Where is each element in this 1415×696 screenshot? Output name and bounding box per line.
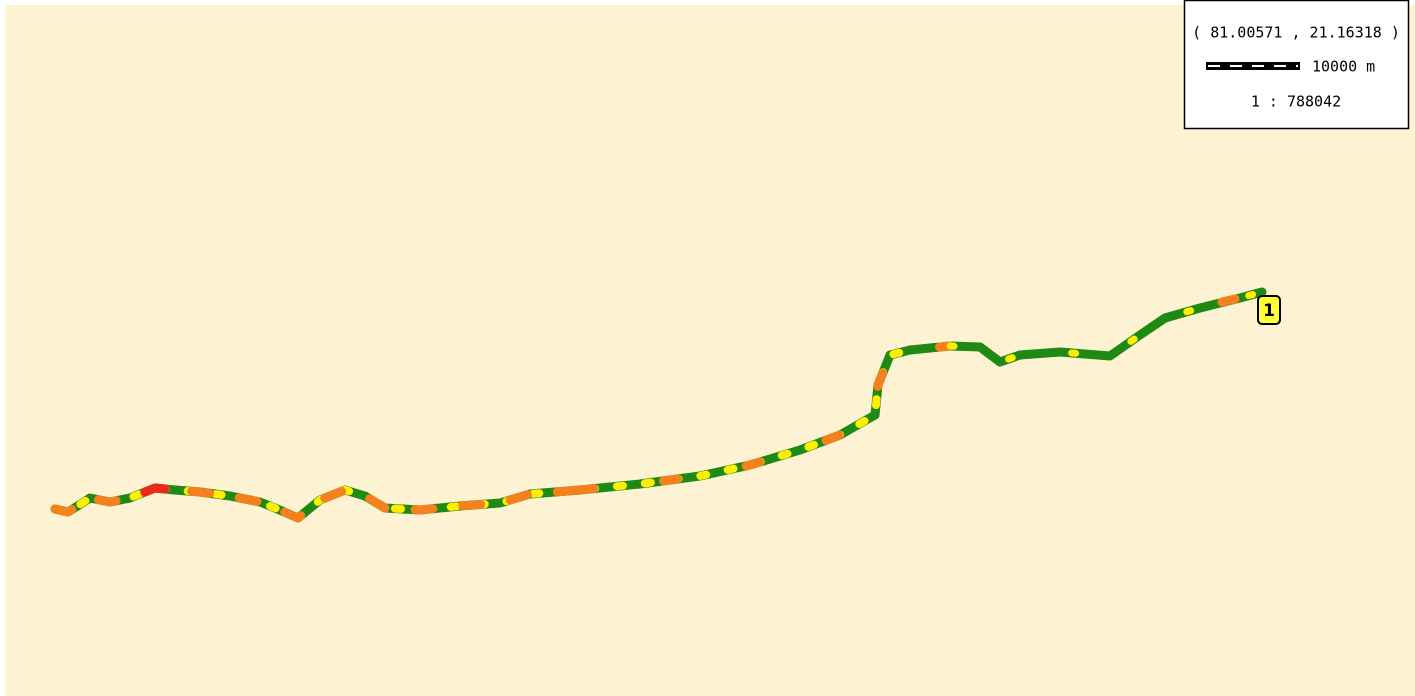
scale-ratio: 1 : 788042	[1251, 93, 1341, 111]
track	[50, 287, 1267, 523]
marker-box	[1257, 295, 1281, 325]
info-box: ( 81.00571 , 21.16318 ) 10000 m 1 : 7880…	[1183, 0, 1410, 130]
track-orange-east	[575, 341, 955, 495]
coordinates: ( 81.00571 , 21.16318 )	[1192, 24, 1400, 42]
scale-distance: 10000 m	[1312, 58, 1375, 76]
scale-bar	[1206, 62, 1300, 70]
marker-label: 1	[1263, 301, 1275, 321]
waypoint-marker[interactable]: 1	[1257, 295, 1281, 325]
track-orange	[50, 483, 585, 523]
track-red	[140, 483, 170, 497]
track-orange-end	[1217, 294, 1240, 307]
map-background	[5, 5, 1415, 696]
